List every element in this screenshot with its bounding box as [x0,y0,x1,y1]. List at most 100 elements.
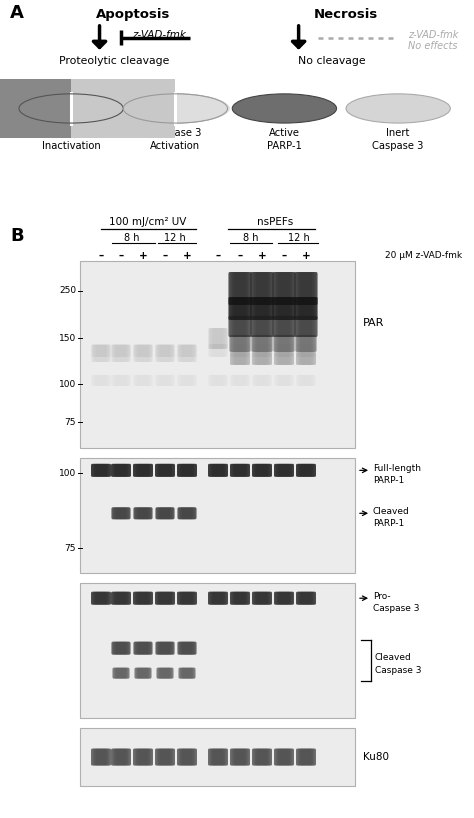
FancyBboxPatch shape [179,667,195,679]
FancyBboxPatch shape [111,344,130,357]
FancyBboxPatch shape [112,464,129,477]
FancyBboxPatch shape [136,464,150,477]
FancyBboxPatch shape [155,591,175,605]
FancyBboxPatch shape [159,667,171,679]
FancyBboxPatch shape [233,464,247,477]
FancyBboxPatch shape [256,591,267,605]
FancyBboxPatch shape [134,641,153,654]
FancyBboxPatch shape [250,272,273,305]
FancyBboxPatch shape [112,748,129,766]
FancyBboxPatch shape [116,667,126,679]
FancyBboxPatch shape [231,464,248,477]
FancyBboxPatch shape [235,748,246,766]
FancyBboxPatch shape [177,641,197,654]
FancyBboxPatch shape [94,464,108,477]
FancyBboxPatch shape [228,316,252,337]
FancyBboxPatch shape [296,748,316,766]
FancyBboxPatch shape [274,352,294,365]
Text: Caspase 3: Caspase 3 [375,666,421,675]
Text: Full-length: Full-length [373,465,421,474]
FancyBboxPatch shape [133,464,153,477]
FancyBboxPatch shape [137,464,148,477]
Text: 100 mJ/cm² UV: 100 mJ/cm² UV [109,217,187,227]
FancyBboxPatch shape [91,748,111,766]
FancyBboxPatch shape [256,297,268,320]
FancyBboxPatch shape [295,335,317,352]
FancyBboxPatch shape [112,591,129,605]
FancyBboxPatch shape [213,591,223,605]
FancyBboxPatch shape [208,748,228,766]
FancyBboxPatch shape [228,297,252,320]
FancyBboxPatch shape [276,297,292,320]
FancyBboxPatch shape [91,464,111,477]
FancyBboxPatch shape [296,748,316,766]
Text: PARP-1: PARP-1 [373,476,404,485]
FancyBboxPatch shape [273,297,295,320]
FancyBboxPatch shape [255,335,269,352]
FancyBboxPatch shape [134,641,153,654]
Text: 12 h: 12 h [164,232,186,243]
FancyBboxPatch shape [116,464,127,477]
FancyBboxPatch shape [253,344,272,357]
FancyBboxPatch shape [155,591,175,605]
FancyBboxPatch shape [209,344,228,357]
FancyBboxPatch shape [209,375,228,386]
FancyBboxPatch shape [254,272,270,305]
FancyBboxPatch shape [274,591,294,605]
FancyBboxPatch shape [133,748,153,766]
FancyBboxPatch shape [208,591,228,605]
Bar [80,728,355,786]
FancyBboxPatch shape [277,335,291,352]
FancyBboxPatch shape [91,464,111,477]
FancyBboxPatch shape [234,272,246,305]
FancyBboxPatch shape [274,375,293,386]
FancyBboxPatch shape [231,335,249,352]
FancyBboxPatch shape [155,464,175,477]
FancyBboxPatch shape [134,507,153,519]
FancyBboxPatch shape [252,748,272,766]
FancyBboxPatch shape [296,352,316,365]
FancyBboxPatch shape [298,352,314,365]
FancyBboxPatch shape [228,316,252,337]
FancyBboxPatch shape [177,591,197,605]
FancyBboxPatch shape [182,591,192,605]
FancyBboxPatch shape [256,464,267,477]
FancyBboxPatch shape [211,591,225,605]
FancyBboxPatch shape [182,507,192,519]
FancyBboxPatch shape [230,464,250,477]
FancyBboxPatch shape [177,464,197,477]
FancyBboxPatch shape [273,272,295,305]
FancyBboxPatch shape [182,641,192,654]
FancyBboxPatch shape [155,344,174,357]
FancyBboxPatch shape [232,316,248,337]
FancyBboxPatch shape [231,591,248,605]
FancyBboxPatch shape [91,345,110,362]
Ellipse shape [346,94,450,123]
FancyBboxPatch shape [135,641,151,654]
Text: –: – [282,250,287,261]
FancyBboxPatch shape [296,464,316,477]
FancyBboxPatch shape [213,748,223,766]
FancyBboxPatch shape [111,641,130,654]
FancyBboxPatch shape [179,641,195,654]
FancyBboxPatch shape [254,316,270,337]
FancyBboxPatch shape [254,464,271,477]
FancyBboxPatch shape [274,748,294,766]
FancyBboxPatch shape [158,464,172,477]
FancyBboxPatch shape [96,591,106,605]
FancyBboxPatch shape [296,352,316,365]
FancyBboxPatch shape [160,591,171,605]
FancyBboxPatch shape [133,591,153,605]
FancyBboxPatch shape [158,748,172,766]
Text: No cleavage: No cleavage [298,56,365,66]
FancyBboxPatch shape [252,591,272,605]
FancyBboxPatch shape [112,667,129,679]
Text: Proteolytic cleavage: Proteolytic cleavage [59,56,169,66]
FancyBboxPatch shape [300,272,312,305]
FancyBboxPatch shape [158,507,172,519]
FancyBboxPatch shape [111,507,130,519]
FancyBboxPatch shape [278,316,290,337]
FancyBboxPatch shape [295,335,317,352]
FancyBboxPatch shape [177,591,197,605]
FancyBboxPatch shape [138,507,148,519]
